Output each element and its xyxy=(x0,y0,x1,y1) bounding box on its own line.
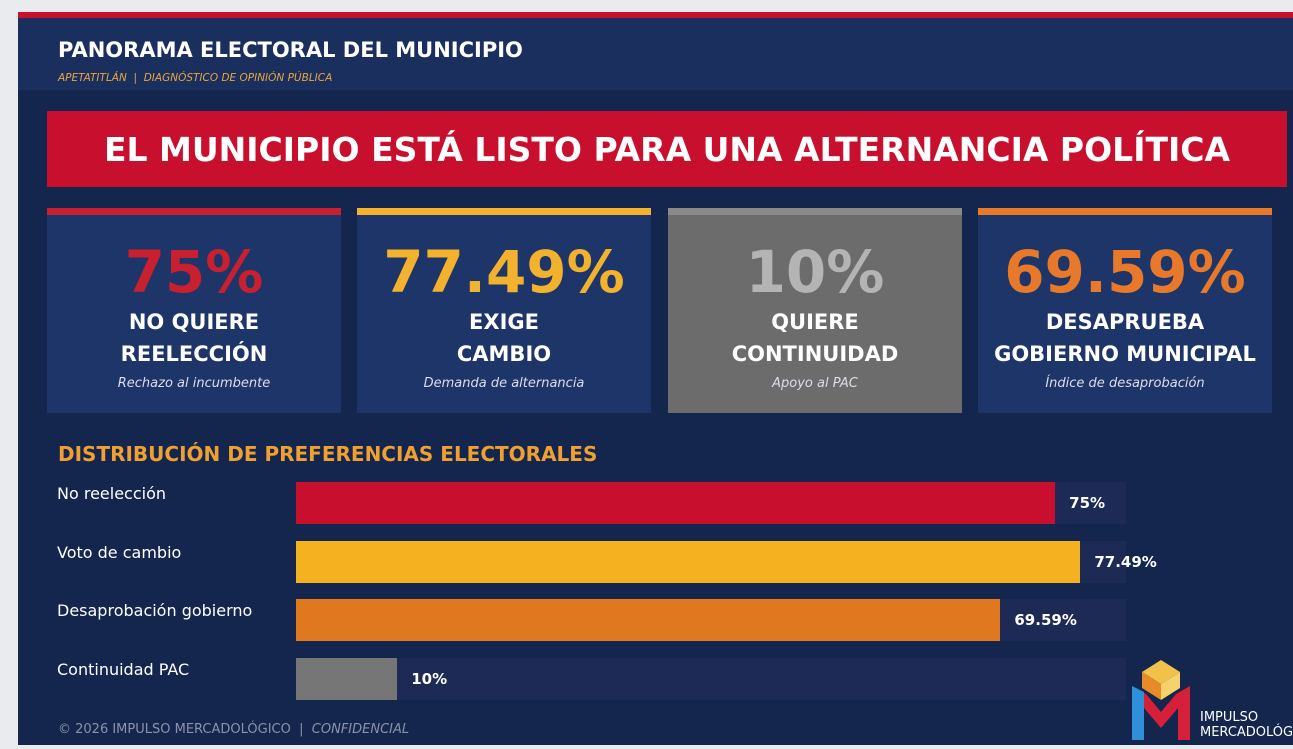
card-accent xyxy=(357,208,651,215)
chart-title: DISTRIBUCIÓN DE PREFERENCIAS ELECTORALES xyxy=(58,442,598,466)
card-accent xyxy=(668,208,962,215)
card-value: 77.49% xyxy=(383,238,625,306)
bar-track: 75% xyxy=(296,482,1126,524)
stat-card: 75% NO QUIERE REELECCIÓN Rechazo al incumbe… xyxy=(47,208,341,413)
bar-track: 69.59% xyxy=(296,599,1126,641)
logo: IMPULSO MERCADOLÓGICO xyxy=(1128,656,1293,745)
banner: EL MUNICIPIO ESTÁ LISTO PARA UNA ALTERNA… xyxy=(47,111,1287,187)
value-label: 75% xyxy=(1069,494,1106,512)
logo-text: IMPULSO xyxy=(1200,710,1259,725)
card-label: CONTINUIDAD xyxy=(731,342,899,366)
category-label: No reelección xyxy=(57,484,167,503)
stat-card: 77.49% EXIGE CAMBIO Demanda de alternancia xyxy=(357,208,651,413)
copyright: © 2026 IMPULSO MERCADOLÓGICO xyxy=(58,722,291,737)
bar xyxy=(296,657,398,700)
header-subtitle: APETATITLÁN | DIAGNÓSTICO DE OPINIÓN PÚB… xyxy=(58,72,333,84)
card-label: QUIERE xyxy=(771,310,859,334)
card-note: Apoyo al PAC xyxy=(772,376,858,391)
card-value: 69.59% xyxy=(1004,238,1246,306)
category-label: Desaprobación gobierno xyxy=(57,601,253,620)
card-value: 10% xyxy=(745,238,885,306)
card-accent xyxy=(978,208,1272,215)
card-note: Índice de desaprobación xyxy=(1045,376,1205,391)
logo-text: MERCADOLÓGICO xyxy=(1200,725,1293,740)
stat-card: 10% QUIERE CONTINUIDAD Apoyo al PAC xyxy=(668,208,962,413)
header: PANORAMA ELECTORAL DEL MUNICIPIO APETATI… xyxy=(18,18,1293,90)
card-note: Demanda de alternancia xyxy=(423,376,585,391)
category-label: Continuidad PAC xyxy=(57,659,190,679)
value-label: 69.59% xyxy=(1014,611,1077,629)
card-value: 75% xyxy=(124,238,264,306)
slide: PANORAMA ELECTORAL DEL MUNICIPIO APETATI… xyxy=(18,12,1293,745)
separator: | xyxy=(299,722,304,737)
card-note: Rechazo al incumbente xyxy=(117,376,271,391)
card-label: DESAPRUEBA xyxy=(1045,310,1205,334)
bar-track: 10% xyxy=(296,657,1126,700)
card-label: NO QUIERE xyxy=(128,310,260,334)
bar xyxy=(296,482,1056,524)
value-label: 10% xyxy=(411,669,448,688)
value-label: 77.49% xyxy=(1094,552,1157,571)
header-title: PANORAMA ELECTORAL DEL MUNICIPIO xyxy=(58,38,523,62)
card-label: GOBIERNO MUNICIPAL xyxy=(994,342,1256,366)
card-label: REELECCIÓN xyxy=(120,342,268,366)
card-label: CAMBIO xyxy=(456,342,552,366)
confidential: CONFIDENCIAL xyxy=(311,722,410,737)
logo-icon xyxy=(1132,660,1190,740)
top-line xyxy=(18,12,1293,18)
bar-track: 77.49% xyxy=(296,540,1157,583)
bar xyxy=(296,599,1001,641)
card-label: EXIGE xyxy=(469,310,539,334)
stat-card: 69.59% DESAPRUEBA GOBIERNO MUNICIPAL Índice… xyxy=(978,208,1272,413)
card-accent xyxy=(47,208,341,215)
bar xyxy=(296,540,1081,583)
footer: © 2026 IMPULSO MERCADOLÓGICO | CONFIDENC… xyxy=(58,722,409,737)
category-label: Voto de cambio xyxy=(57,542,182,562)
